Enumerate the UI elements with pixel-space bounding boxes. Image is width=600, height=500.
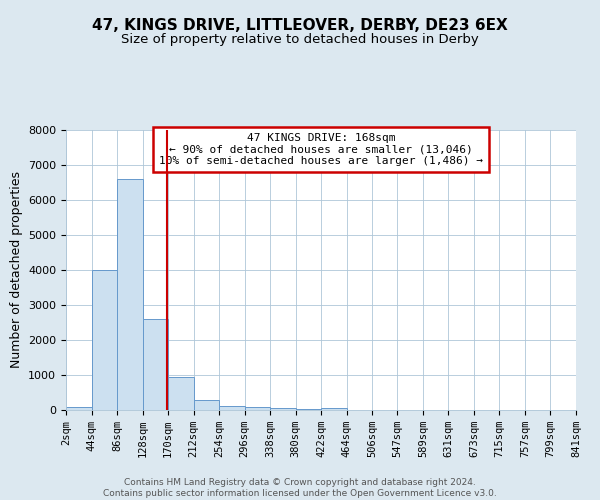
Bar (66, 407, 92, 410)
Bar (270, 408, 296, 410)
Bar (92, 270, 117, 410)
Text: 47 KINGS DRIVE: 168sqm
← 90% of detached houses are smaller (13,046)
10% of semi: 47 KINGS DRIVE: 168sqm ← 90% of detached… (159, 133, 483, 166)
Text: 47, KINGS DRIVE, LITTLEOVER, DERBY, DE23 6EX: 47, KINGS DRIVE, LITTLEOVER, DERBY, DE23… (92, 18, 508, 32)
Bar (245, 406, 270, 410)
Y-axis label: Number of detached properties: Number of detached properties (10, 172, 23, 368)
Bar (168, 377, 194, 410)
Bar (296, 408, 322, 410)
Bar (219, 406, 245, 410)
Bar (117, 179, 143, 410)
Text: Size of property relative to detached houses in Derby: Size of property relative to detached ho… (121, 32, 479, 46)
Text: Contains HM Land Registry data © Crown copyright and database right 2024.
Contai: Contains HM Land Registry data © Crown c… (103, 478, 497, 498)
Bar (143, 319, 168, 410)
Bar (322, 408, 347, 410)
Bar (194, 400, 219, 410)
